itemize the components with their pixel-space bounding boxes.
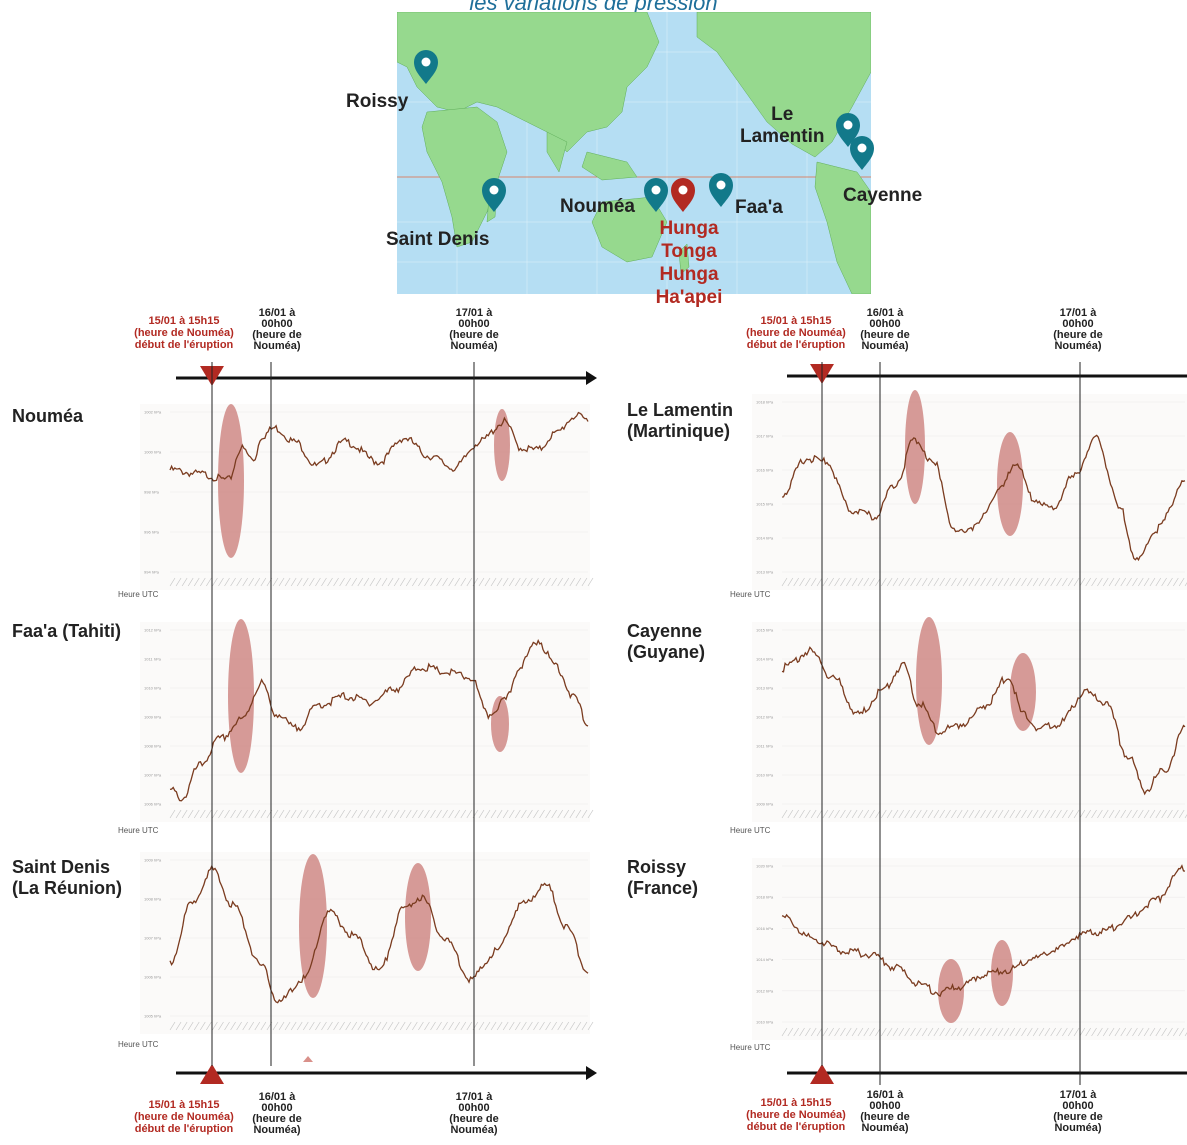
y-tick-label: 1008 hPa — [144, 897, 162, 902]
y-tick-label: 1010 hPa — [756, 773, 774, 778]
y-tick-label: 1014 hPa — [756, 536, 774, 541]
highlight-ellipse — [405, 863, 431, 971]
y-tick-label: 1011 hPa — [756, 744, 774, 749]
y-tick-label: 1018 hPa — [756, 895, 774, 900]
y-tick-label: 1012 hPa — [756, 715, 774, 720]
y-tick-label: 1000 hPa — [144, 450, 162, 455]
station-name-cayenne: Cayenne (Guyane) — [627, 621, 706, 662]
y-tick-label: 1002 hPa — [144, 410, 162, 415]
map-label-cayenne: Cayenne — [843, 185, 923, 206]
y-tick-label: 1013 hPa — [756, 686, 774, 691]
y-tick-label: 1010 hPa — [756, 1020, 774, 1025]
y-tick-label: 996 hPa — [144, 530, 160, 535]
highlight-ellipse — [997, 432, 1023, 536]
y-tick-label: 1008 hPa — [144, 744, 162, 749]
highlight-ellipse — [494, 409, 510, 481]
map-label-faaa: Faa'a — [735, 197, 783, 218]
day17-label-bottom-left: 17/01 à 00h00 (heure de Nouméa) — [449, 1091, 499, 1136]
world-map — [397, 12, 871, 294]
highlight-ellipse — [228, 619, 254, 773]
axis-label-utc: Heure UTC — [118, 590, 159, 599]
y-tick-label: 1009 hPa — [144, 715, 162, 720]
chart-panel — [752, 622, 1187, 822]
day16-label-top-right: 16/01 à 00h00 (heure de Nouméa) — [860, 307, 910, 352]
day17-label-top-right: 17/01 à 00h00 (heure de Nouméa) — [1053, 307, 1103, 352]
map-label-le-lamentin: Le Lamentin — [740, 104, 825, 147]
y-tick-label: 1013 hPa — [756, 570, 774, 575]
y-tick-label: 1010 hPa — [144, 686, 162, 691]
y-tick-label: 1015 hPa — [756, 628, 774, 633]
y-tick-label: 1015 hPa — [756, 502, 774, 507]
figure-title: les variations de pression — [469, 0, 718, 15]
day16-label-top-left: 16/01 à 00h00 (heure de Nouméa) — [252, 307, 302, 352]
highlight-ellipse — [218, 404, 244, 558]
eruption-marker-icon — [200, 1064, 224, 1084]
y-tick-label: 1005 hPa — [144, 1014, 162, 1019]
highlight-ellipse — [1010, 653, 1036, 731]
map-label-volcano: Hunga Tonga Hunga Ha'apei — [655, 218, 723, 308]
y-tick-label: 1006 hPa — [144, 975, 162, 980]
y-tick-label: 1017 hPa — [756, 434, 774, 439]
highlight-ellipse — [299, 854, 327, 998]
y-tick-label: 1007 hPa — [144, 773, 162, 778]
y-tick-label: 1012 hPa — [756, 988, 774, 993]
y-tick-label: 1007 hPa — [144, 936, 162, 941]
eruption-marker-icon — [810, 1064, 834, 1084]
pressure-line — [169, 864, 589, 1004]
y-tick-label: 1020 hPa — [756, 864, 774, 869]
y-tick-label: 1018 hPa — [756, 400, 774, 405]
eruption-label-bottom-right: 15/01 à 15h15 (heure de Nouméa) début de… — [746, 1097, 846, 1133]
highlight-ellipse — [938, 959, 964, 1023]
day17-label-bottom-right: 17/01 à 00h00 (heure de Nouméa) — [1053, 1089, 1103, 1134]
y-tick-label: 1012 hPa — [144, 628, 162, 633]
day16-label-bottom-left: 16/01 à 00h00 (heure de Nouméa) — [252, 1091, 302, 1136]
y-tick-label: 1006 hPa — [144, 802, 162, 807]
day16-label-bottom-right: 16/01 à 00h00 (heure de Nouméa) — [860, 1089, 910, 1134]
eruption-label-top-left: 15/01 à 15h15 (heure de Nouméa) début de… — [134, 315, 234, 351]
axis-label-utc: Heure UTC — [730, 826, 771, 835]
chart-panel — [752, 858, 1187, 1040]
pressure-line — [169, 411, 589, 482]
y-tick-label: 1016 hPa — [756, 926, 774, 931]
eruption-label-bottom-left: 15/01 à 15h15 (heure de Nouméa) début de… — [134, 1099, 234, 1135]
pressure-line — [781, 864, 1186, 998]
highlight-ellipse — [491, 696, 509, 752]
day17-label-top-left: 17/01 à 00h00 (heure de Nouméa) — [449, 307, 499, 352]
station-name-noumea: Nouméa — [12, 406, 84, 426]
pressure-line — [781, 646, 1186, 796]
map-label-saint-denis: Saint Denis — [386, 229, 490, 250]
chart-panel — [140, 622, 590, 822]
y-tick-label: 1011 hPa — [144, 657, 162, 662]
pressure-line — [781, 434, 1186, 562]
axis-label-utc: Heure UTC — [730, 1043, 771, 1052]
axis-label-utc: Heure UTC — [118, 826, 159, 835]
map-label-noumea: Nouméa — [560, 196, 635, 217]
station-name-saint-denis: Saint Denis (La Réunion) — [12, 857, 122, 898]
highlight-ellipse — [905, 390, 925, 504]
chart-panel — [140, 852, 590, 1034]
y-tick-label: 998 hPa — [144, 490, 160, 495]
y-tick-label: 1016 hPa — [756, 468, 774, 473]
map-label-roissy: Roissy — [346, 91, 409, 112]
y-tick-label: 1014 hPa — [756, 957, 774, 962]
axis-label-utc: Heure UTC — [118, 1040, 159, 1049]
station-name-roissy: Roissy (France) — [627, 857, 699, 898]
pressure-line — [169, 638, 589, 802]
chart-panel — [140, 404, 590, 590]
eruption-label-top-right: 15/01 à 15h15 (heure de Nouméa) début de… — [746, 315, 846, 351]
axis-label-utc: Heure UTC — [730, 590, 771, 599]
station-name-le-lamentin: Le Lamentin (Martinique) — [627, 400, 734, 441]
chart-panel — [752, 394, 1187, 590]
y-tick-label: 1009 hPa — [144, 858, 162, 863]
y-tick-label: 1009 hPa — [756, 802, 774, 807]
y-tick-label: 994 hPa — [144, 570, 160, 575]
highlight-ellipse — [916, 617, 942, 745]
y-tick-label: 1014 hPa — [756, 657, 774, 662]
station-name-faaa: Faa'a (Tahiti) — [12, 621, 121, 641]
